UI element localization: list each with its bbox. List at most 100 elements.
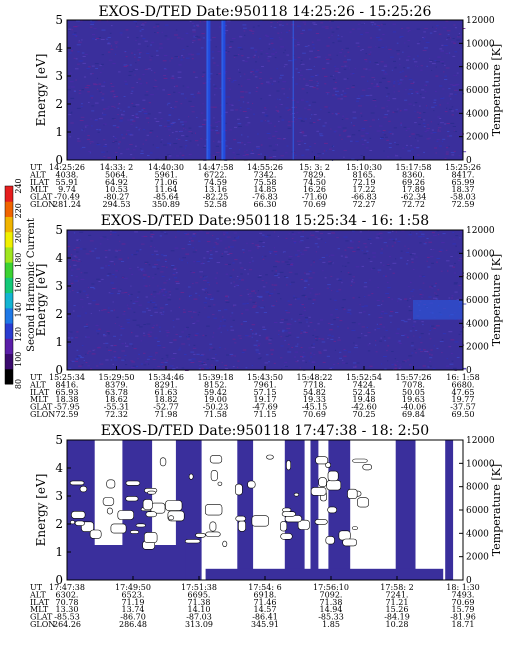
orbit-cell: -85.33 (318, 613, 344, 622)
orbit-cell: 70.78 (56, 598, 79, 607)
spectrogram-texture (67, 230, 467, 371)
y-axis-label: Energy [eV] (34, 474, 48, 547)
orbit-cell: 16.26 (303, 185, 326, 194)
orbit-cell: 71.19 (122, 598, 145, 607)
orbit-cell: 18: 1:30 (446, 583, 479, 592)
right-tick-label: 8000 (466, 273, 489, 283)
y-tick-label: 5 (55, 13, 63, 27)
orbit-cell: 70.69 (303, 200, 326, 209)
panel-title: EXOS-D/TED Date:950118 17:47:38 - 18: 2:… (101, 423, 429, 439)
orbit-cell: -71.60 (302, 193, 328, 202)
orbit-cell: 19.63 (402, 395, 425, 404)
orbit-cell: 18.82 (155, 395, 178, 404)
y-axis-label: Energy [eV] (34, 54, 48, 127)
orbit-cell: -82.25 (203, 193, 229, 202)
orbit-cell: 71.58 (204, 410, 227, 419)
colorbar-tick-label: 180 (14, 253, 23, 268)
orbit-cell: 72.59 (56, 410, 79, 419)
colorbar-segment (5, 201, 13, 217)
orbit-cell: 69.26 (402, 178, 425, 187)
orbit-cell: 4038. (56, 170, 79, 179)
orbit-row-label: ALT (29, 590, 46, 599)
orbit-cell: 18.71 (452, 620, 475, 629)
orbit-cell: -86.70 (120, 613, 146, 622)
y-axis-label: Energy [eV] (34, 264, 48, 337)
orbit-cell: 14:47:58 (198, 163, 234, 172)
y-tick-label: 1 (55, 335, 63, 349)
orbit-row-label: GLON (30, 620, 55, 629)
orbit-cell: 6695. (188, 590, 211, 599)
orbit-cell: 15:52:54 (346, 373, 382, 382)
orbit-cell: 13.30 (56, 605, 79, 614)
spectrogram-texture (67, 440, 454, 580)
orbit-cell: 6722. (204, 170, 227, 179)
colorbar-tick-label: 200 (14, 228, 23, 243)
orbit-cell: 14:55:26 (247, 163, 283, 172)
orbit-cell: -62.34 (401, 193, 427, 202)
spectrogram-background (67, 20, 463, 160)
colorbar-label: Second Harmonic Current (26, 218, 37, 352)
orbit-row-label: UT (30, 583, 43, 592)
y-tick-label: 4 (55, 251, 63, 265)
orbit-cell: 8360. (402, 170, 425, 179)
orbit-cell: 17.22 (353, 185, 376, 194)
orbit-cell: 14:25:26 (49, 163, 85, 172)
orbit-cell: 72.59 (452, 200, 475, 209)
orbit-cell: 19.77 (452, 395, 475, 404)
right-tick-label: 8000 (466, 483, 489, 493)
colorbar-tick-label: 140 (14, 302, 23, 317)
orbit-cell: 18.37 (452, 185, 475, 194)
orbit-cell: 8152. (204, 380, 227, 389)
orbit-cell: -76.83 (252, 193, 278, 202)
orbit-cell: 14.94 (320, 605, 343, 614)
orbit-cell: 17:51:38 (181, 583, 217, 592)
colorbar: 80 100 120 140 160 180 200 220 240 Second Harmoni… (4, 178, 37, 389)
orbit-cell: 7092. (320, 590, 343, 599)
right-tick-label: 12000 (466, 16, 495, 26)
orbit-cell: 15.26 (386, 605, 409, 614)
panel-2: EXOS-D/TED Date:950118 15:25:34 - 16: 1:… (29, 213, 503, 419)
y-tick-label: 3 (55, 279, 63, 293)
orbit-row-label: MLT (30, 185, 49, 194)
right-tick-label: 4000 (466, 529, 489, 539)
orbit-cell: 17:47:38 (49, 583, 85, 592)
colorbar-segment (5, 338, 13, 355)
orbit-cell: 8416. (56, 380, 79, 389)
orbit-cell: 13.74 (122, 605, 145, 614)
colorbar-segment (5, 353, 13, 370)
orbit-cell: 55.91 (56, 178, 79, 187)
orbit-row-label: ILAT (30, 388, 50, 397)
right-tick-label: 8000 (466, 63, 489, 73)
colorbar-segment (5, 277, 13, 294)
orbit-row-label: ALT (29, 170, 46, 179)
orbit-cell: -85.64 (153, 193, 179, 202)
panel-1: EXOS-D/TED Date:950118 14:25:26 - 15:25:… (29, 4, 503, 209)
colorbar-tick-label: 80 (14, 379, 23, 389)
right-tick-label: 0 (466, 156, 472, 166)
orbit-cell: -84.19 (384, 613, 410, 622)
orbit-row-label: GLON (30, 200, 55, 209)
orbit-cell: 19.48 (353, 395, 376, 404)
orbit-cell: 71.38 (320, 598, 343, 607)
orbit-row-label: ALT (29, 380, 46, 389)
colorbar-segment (5, 262, 13, 278)
orbit-cell: 5064. (105, 170, 128, 179)
colorbar-tick-label: 160 (14, 277, 23, 292)
y-tick-label: 1 (55, 545, 63, 559)
colorbar-segment (5, 246, 13, 263)
orbit-cell: 8165. (353, 170, 376, 179)
orbit-cell: 16: 1:58 (446, 373, 479, 382)
orbit-cell: 71.21 (386, 598, 409, 607)
orbit-cell: 9.74 (58, 185, 76, 194)
orbit-cell: -70.49 (54, 193, 80, 202)
orbit-cell: 264.26 (53, 620, 81, 629)
orbit-cell: -81.96 (450, 613, 476, 622)
orbit-cell: 72.19 (353, 178, 376, 187)
orbit-cell: 69.84 (402, 410, 425, 419)
orbit-cell: 14:33: 2 (100, 163, 133, 172)
orbit-cell: 345.91 (251, 620, 279, 629)
orbit-cell: 17:56:10 (313, 583, 349, 592)
right-tick-label: 10000 (466, 39, 495, 49)
orbit-cell: 59.42 (204, 388, 227, 397)
